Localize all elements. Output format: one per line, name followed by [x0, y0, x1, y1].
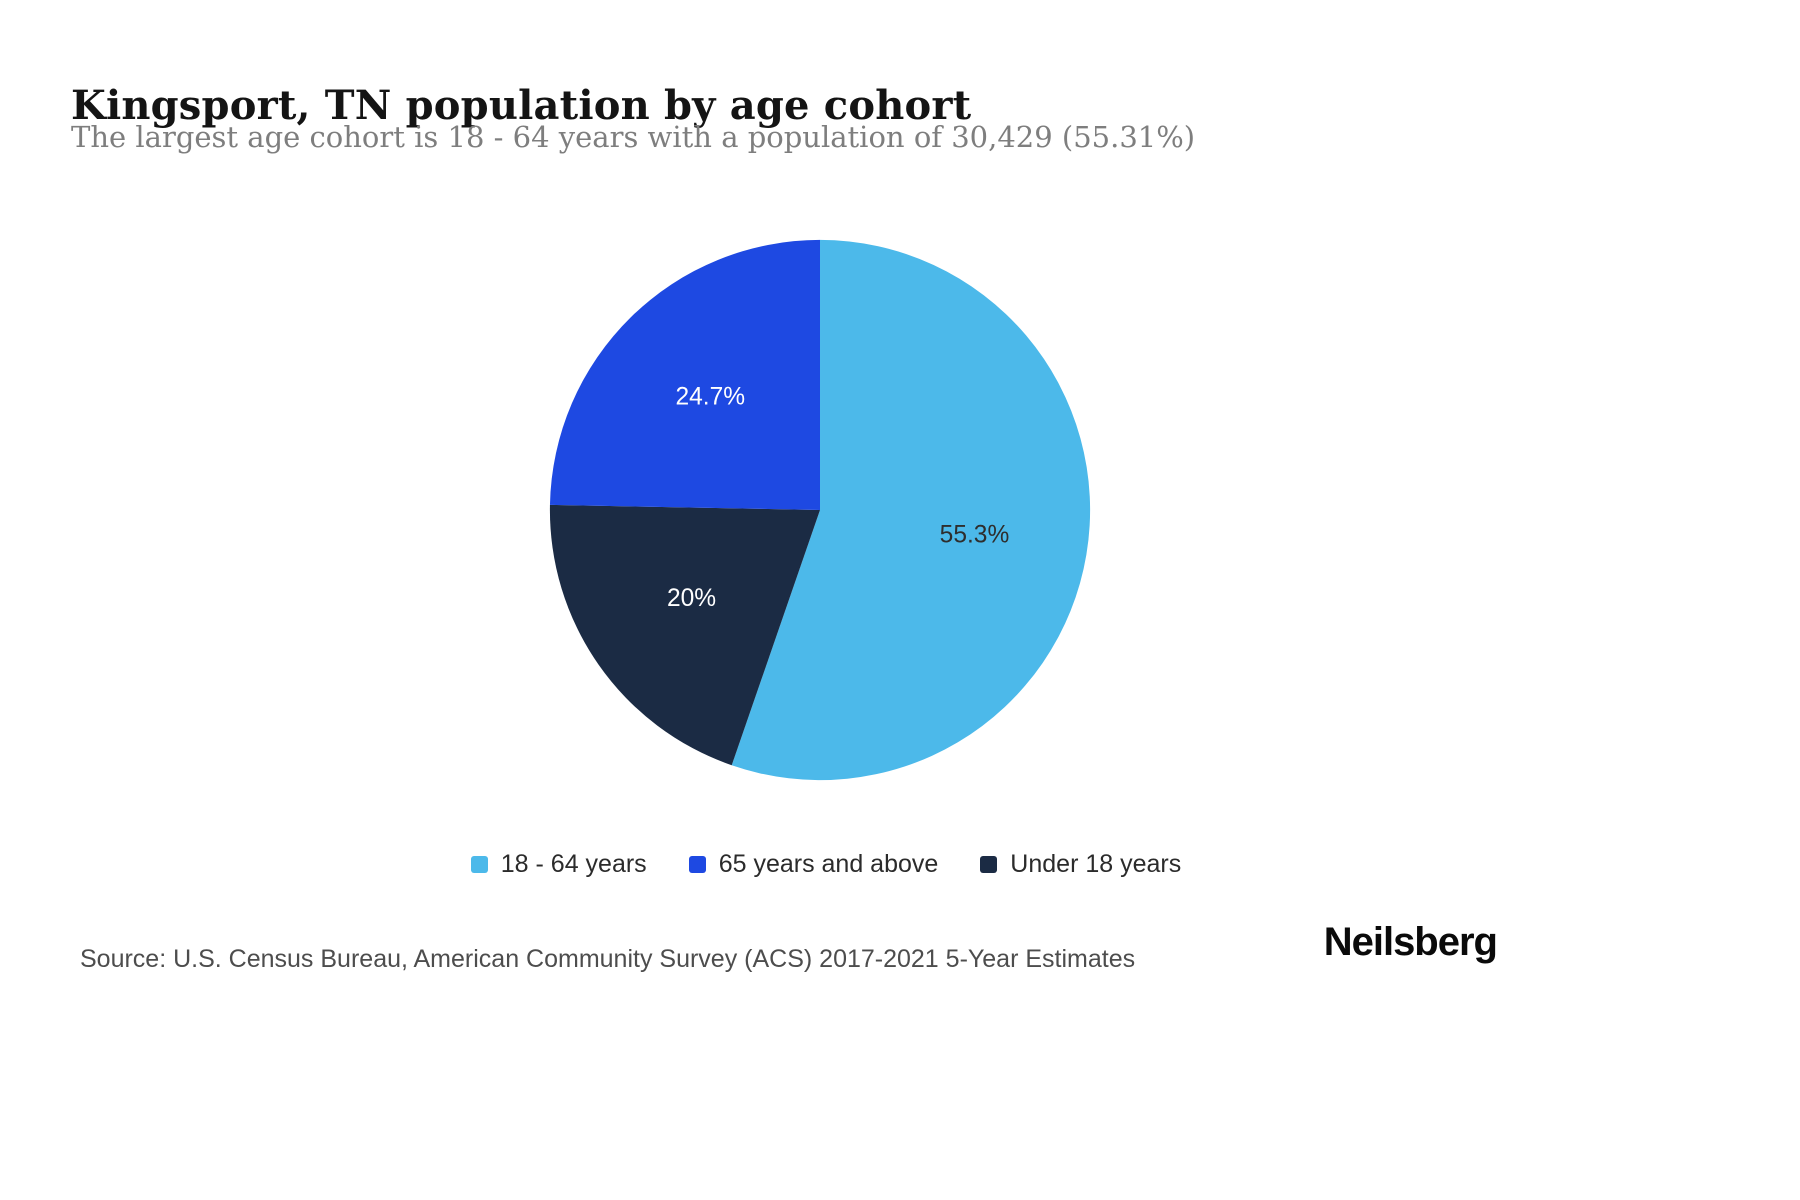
legend: 18 - 64 years 65 years and above Under 1… — [0, 850, 1652, 879]
legend-swatch-18-64-years — [470, 856, 488, 873]
legend-swatch-under-18-years — [980, 856, 998, 873]
legend-item-label: 18 - 64 years — [500, 850, 647, 878]
legend-item-label: 65 years and above — [718, 850, 939, 878]
pie-chart: 55.3% 20% 24.7% — [545, 235, 1095, 785]
pie-slice-under-18-years[interactable] — [549, 504, 820, 766]
pie-label: 55.3% — [940, 521, 1010, 548]
page-title: Kingsport, TN population by age cohort — [71, 81, 972, 129]
legend-item-under-18-years[interactable]: Under 18 years — [980, 850, 1181, 879]
page-subtitle: The largest age cohort is 18 - 64 years … — [71, 120, 1196, 154]
source-text: Source: U.S. Census Bureau, American Com… — [80, 945, 1136, 973]
pie-label: 24.7% — [675, 384, 745, 411]
pie-slice-18-64-years[interactable] — [731, 239, 1091, 781]
legend-item-18-64-years[interactable]: 18 - 64 years — [470, 850, 647, 879]
legend-item-label: Under 18 years — [1010, 850, 1182, 878]
pie-chart-svg: 55.3% 20% 24.7% — [549, 239, 1091, 781]
legend-swatch-65-years-and-above — [688, 856, 706, 873]
pie-slice-65-years-and-above[interactable] — [549, 239, 820, 511]
legend-item-65-years-and-above[interactable]: 65 years and above — [688, 850, 939, 879]
pie-label: 20% — [667, 585, 716, 612]
brand-logo: Neilsberg — [1323, 920, 1498, 964]
